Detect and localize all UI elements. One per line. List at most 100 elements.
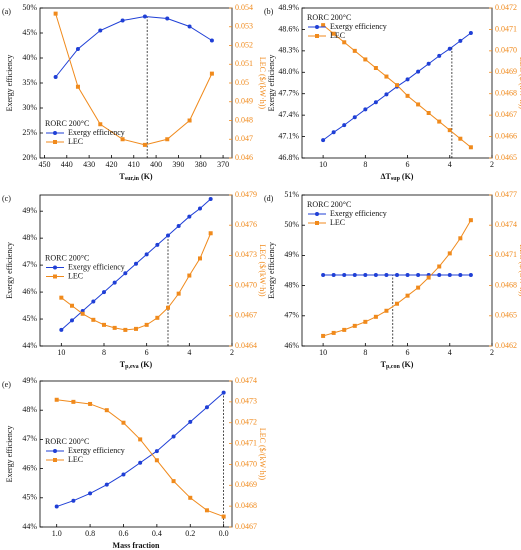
marker	[53, 11, 58, 16]
y-axis-label: Exergy efficiency	[5, 55, 14, 112]
legend-label: Exergy efficiency	[68, 128, 125, 137]
y-tick-label: 49%	[22, 206, 37, 215]
marker	[166, 233, 170, 238]
marker	[188, 419, 193, 424]
x-tick-label: 8	[363, 348, 367, 357]
marker	[447, 128, 452, 133]
y-tick-label: 48%	[22, 405, 37, 414]
x-tick-label: 430	[83, 160, 95, 169]
marker	[352, 273, 357, 278]
x-axis-label: ΔTsup (K)	[381, 172, 414, 183]
x-tick-label: 370	[217, 160, 229, 169]
y2-tick-label: 0.0465	[495, 311, 517, 320]
panel-label: (b)	[264, 7, 274, 16]
marker	[59, 295, 64, 300]
y2-tick-label: 0.049	[235, 97, 253, 106]
marker	[447, 273, 452, 278]
x-tick-label: 410	[128, 160, 140, 169]
series-line	[55, 15, 213, 78]
marker	[176, 291, 181, 296]
annotation: RORC 200°C	[45, 119, 89, 128]
marker	[373, 100, 378, 105]
marker	[363, 107, 368, 112]
marker	[468, 273, 473, 278]
marker	[176, 224, 181, 229]
y2-tick-label: 0.0467	[235, 311, 257, 320]
y-axis-label: Exergy efficiency	[267, 55, 276, 112]
legend-label: Exergy efficiency	[68, 262, 125, 271]
marker	[121, 420, 126, 425]
marker	[102, 290, 106, 295]
marker	[342, 123, 347, 128]
marker	[71, 399, 76, 404]
marker	[88, 491, 93, 496]
marker	[208, 231, 213, 236]
marker	[154, 458, 159, 463]
marker	[437, 273, 442, 278]
marker	[321, 333, 326, 338]
marker	[416, 102, 421, 107]
x-tick-label: 8	[102, 348, 106, 357]
marker	[120, 137, 125, 142]
marker	[70, 303, 74, 308]
x-tick-label: 10	[319, 160, 327, 169]
marker	[331, 130, 336, 135]
x-label-main: T	[381, 360, 387, 369]
y2-tick-label: 0.05	[235, 78, 249, 87]
x-tick-label: 4	[187, 348, 191, 357]
marker	[458, 136, 463, 141]
y-tick-label: 45%	[22, 314, 37, 323]
marker	[384, 308, 389, 313]
y2-tick-label: 0.0476	[235, 220, 257, 229]
marker	[155, 242, 160, 247]
legend-label: LEC	[68, 271, 83, 280]
x-axis-label: Tp,eva (K)	[120, 360, 153, 371]
y2-tick-label: 0.0467	[235, 522, 257, 531]
x-label-unit: (K)	[139, 360, 153, 369]
marker	[416, 273, 421, 278]
y-axis-label: Exergy efficiency	[5, 242, 14, 299]
y2-tick-label: 0.0468	[495, 280, 517, 289]
x-tick-label: 380	[195, 160, 207, 169]
marker	[363, 57, 368, 62]
y-tick-label: 47%	[22, 434, 37, 443]
marker	[342, 40, 347, 45]
legend-label: LEC	[68, 455, 83, 464]
marker	[363, 273, 368, 278]
marker	[102, 322, 106, 327]
y2-tick-label: 0.0466	[495, 131, 517, 140]
y2-tick-label: 0.053	[235, 22, 253, 31]
marker	[134, 261, 138, 266]
y-tick-label: 48.0%	[278, 67, 299, 76]
legend-label: Exergy efficiency	[330, 22, 387, 31]
legend-label: Exergy efficiency	[68, 446, 125, 455]
marker	[331, 31, 336, 36]
marker	[187, 273, 192, 278]
marker	[405, 273, 410, 278]
plot-frame	[39, 194, 233, 347]
legend-marker	[315, 221, 319, 225]
y-tick-label: 49%	[22, 376, 37, 385]
marker	[138, 437, 143, 442]
x-label-main: Mass fraction	[113, 541, 160, 550]
x-label-unit: (K)	[400, 172, 414, 181]
y-tick-label: 51%	[284, 190, 299, 199]
x-tick-label: 8	[363, 160, 367, 169]
y-tick-label: 47.1%	[278, 131, 299, 140]
x-tick-label: 0.2	[185, 529, 195, 538]
x-tick-label: 6	[145, 348, 149, 357]
marker	[112, 280, 117, 285]
marker	[53, 75, 58, 79]
marker	[104, 408, 109, 413]
marker	[405, 93, 410, 98]
marker	[120, 18, 125, 23]
y2-tick-label: 0.0479	[235, 190, 257, 199]
marker	[416, 69, 421, 74]
marker	[98, 28, 103, 33]
marker	[188, 495, 193, 500]
legend-label: Exergy efficiency	[330, 209, 387, 218]
marker	[384, 74, 389, 79]
legend-label: LEC	[330, 218, 345, 227]
marker	[405, 77, 410, 82]
y-tick-label: 46%	[22, 463, 37, 472]
